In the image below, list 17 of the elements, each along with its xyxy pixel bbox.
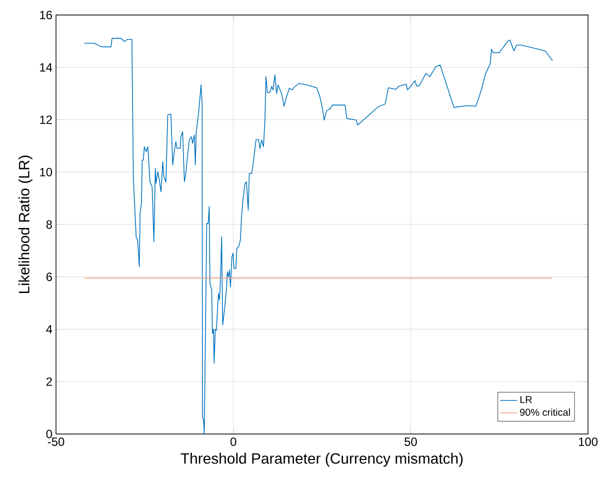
legend-label: LR <box>520 396 532 404</box>
y-tick-label: 10 <box>40 168 52 176</box>
y-tick-label: 4 <box>46 325 52 334</box>
y-tick-label: 8 <box>46 220 52 229</box>
y-tick-label: 0 <box>46 430 52 438</box>
x-tick-label: 50 <box>404 438 417 446</box>
y-tick-label: 6 <box>46 272 52 282</box>
y-axis-title: Likelihood Ratio (LR) <box>18 156 32 294</box>
y-tick-label: 14 <box>40 63 52 72</box>
x-tick-label: -50 <box>48 438 64 446</box>
legend-label: 90% critical <box>520 408 570 416</box>
x-tick-label: 0 <box>230 438 236 446</box>
y-tick-label: 2 <box>46 377 52 386</box>
x-axis-title: Threshold Parameter (Currency mismatch) <box>180 452 463 467</box>
x-tick-label: 100 <box>578 438 598 446</box>
y-tick-label: 12 <box>40 116 52 124</box>
y-tick-label: 16 <box>40 10 52 20</box>
